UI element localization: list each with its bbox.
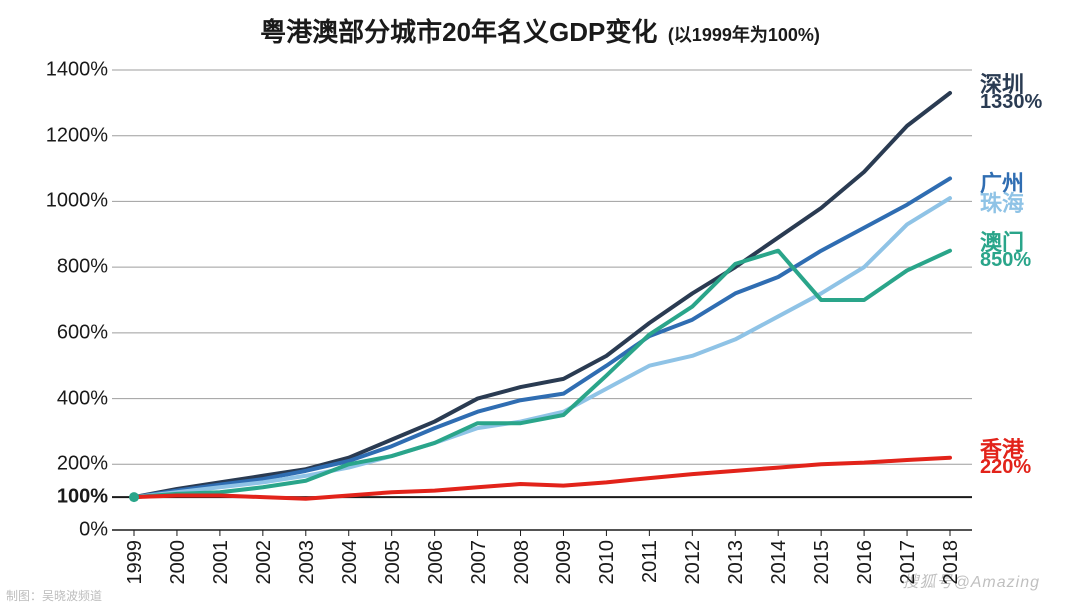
start-marker bbox=[129, 492, 139, 502]
y-tick-label: 0% bbox=[79, 519, 108, 542]
series-lines bbox=[112, 70, 972, 530]
watermark-text: 搜狐号@Amazing bbox=[903, 568, 1041, 592]
x-tick-label: 2010 bbox=[596, 540, 619, 585]
series-final-value-深圳: 1330% bbox=[980, 91, 1042, 114]
x-tick-label: 2000 bbox=[167, 540, 190, 585]
x-tick-label: 2016 bbox=[854, 540, 877, 585]
x-tick-label: 2001 bbox=[210, 540, 233, 585]
x-tick-label: 2015 bbox=[811, 540, 834, 585]
y-tick-label: 200% bbox=[57, 453, 108, 476]
series-line-深圳 bbox=[134, 93, 950, 497]
x-tick-label: 2005 bbox=[382, 540, 405, 585]
x-tick-label: 2008 bbox=[511, 540, 534, 585]
y-axis-labels: 0%100%200%400%600%800%1000%1200%1400% bbox=[30, 70, 108, 530]
series-line-珠海 bbox=[134, 198, 950, 497]
x-tick-label: 2007 bbox=[468, 540, 491, 585]
credit-text: 制图：吴晓波频道 bbox=[6, 587, 102, 604]
x-tick-label: 2009 bbox=[553, 540, 576, 585]
series-final-value-香港: 220% bbox=[980, 456, 1031, 479]
y-tick-label: 1400% bbox=[46, 59, 108, 82]
y-tick-label: 600% bbox=[57, 321, 108, 344]
chart-title-main: 粤港澳部分城市20年名义GDP变化 bbox=[260, 17, 657, 47]
x-tick-label: 2004 bbox=[339, 540, 362, 585]
chart-title: 粤港澳部分城市20年名义GDP变化 (以1999年为100%) bbox=[0, 12, 1080, 49]
series-label-珠海: 珠海 bbox=[980, 186, 1024, 218]
x-tick-label: 2014 bbox=[768, 540, 791, 585]
x-tick-label: 2002 bbox=[253, 540, 276, 585]
y-tick-label: 1000% bbox=[46, 190, 108, 213]
series-final-value-澳门: 850% bbox=[980, 249, 1031, 272]
x-axis-labels: 1999 2000 2001 2002 2003 2004 2005 2006 2007 2008… bbox=[112, 534, 972, 594]
x-tick-label: 2012 bbox=[682, 540, 705, 585]
x-tick-label: 2006 bbox=[425, 540, 448, 585]
x-tick-label: 1999 bbox=[124, 540, 147, 585]
y-tick-label: 100% bbox=[57, 486, 108, 509]
y-tick-label: 800% bbox=[57, 256, 108, 279]
series-line-广州 bbox=[134, 178, 950, 497]
chart-title-sub: (以1999年为100%) bbox=[668, 25, 820, 45]
x-tick-label: 2003 bbox=[296, 540, 319, 585]
chart-plot-area bbox=[112, 70, 972, 530]
x-tick-label: 2013 bbox=[725, 540, 748, 585]
x-tick-label: 2011 bbox=[639, 540, 662, 583]
y-tick-label: 1200% bbox=[46, 124, 108, 147]
y-tick-label: 400% bbox=[57, 387, 108, 410]
